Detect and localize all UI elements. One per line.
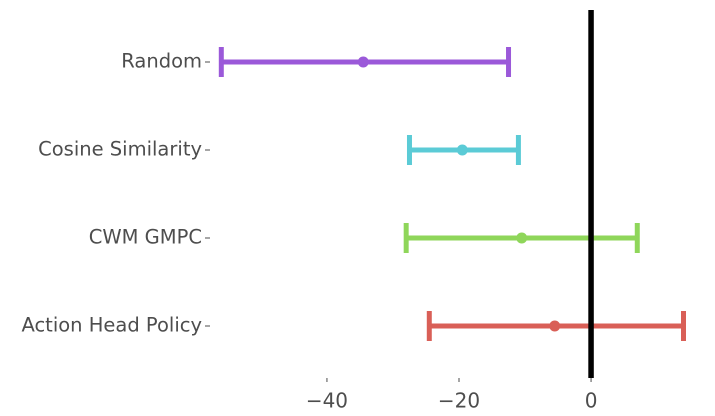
point-estimate-cwm-gmpc	[516, 232, 528, 244]
point-estimate-action-head-policy	[549, 320, 561, 332]
x-tick-label: −20	[438, 389, 480, 413]
category-labels: Random Cosine Similarity CWM GMPC Action He…	[21, 50, 210, 337]
series-layer	[218, 47, 686, 341]
category-label-cosine-similarity: Cosine Similarity	[38, 138, 202, 161]
point-estimate-cosine-similarity	[456, 144, 468, 156]
category-label-action-head-policy: Action Head Policy	[21, 314, 202, 337]
point-estimate-random	[357, 56, 369, 68]
category-label-cwm-gmpc: CWM GMPC	[89, 226, 202, 249]
x-axis-ticks: −40 −20 0	[306, 378, 598, 413]
x-tick-label: −40	[306, 389, 348, 413]
category-label-random: Random	[121, 50, 202, 73]
x-tick-label: 0	[585, 389, 598, 413]
